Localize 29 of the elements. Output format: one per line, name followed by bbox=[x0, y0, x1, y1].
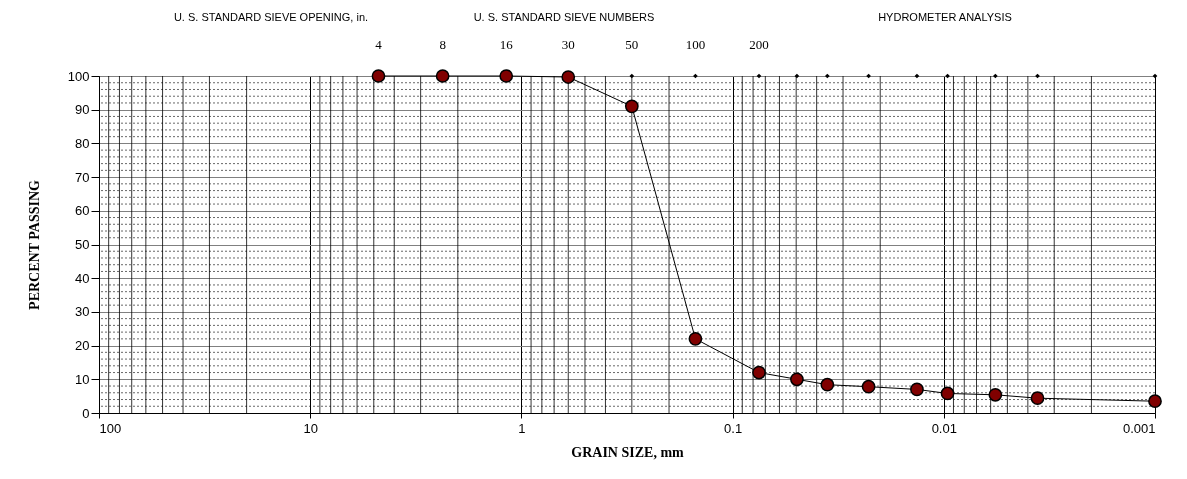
x-tick-label: 100 bbox=[99, 420, 122, 436]
y-tick-label: 10 bbox=[75, 371, 90, 387]
annotation: 100 bbox=[685, 37, 706, 52]
x-tick-label: 0.1 bbox=[724, 420, 743, 436]
y-tick-label: 20 bbox=[75, 338, 90, 354]
y-axis-title: PERCENT PASSING bbox=[26, 180, 42, 310]
y-tick-label: 80 bbox=[75, 135, 90, 151]
y-tick-label: 70 bbox=[75, 169, 90, 185]
x-tick-label: 0.001 bbox=[1122, 420, 1156, 436]
x-tick-label: 10 bbox=[303, 420, 318, 436]
annotation: 8 bbox=[439, 37, 446, 52]
y-tick-label: 60 bbox=[75, 203, 90, 219]
y-tick-label: 30 bbox=[75, 304, 90, 320]
annotation: 50 bbox=[625, 37, 639, 52]
annotation: 30 bbox=[561, 37, 575, 52]
y-tick-label: 90 bbox=[75, 102, 90, 118]
y-tick-label: 40 bbox=[75, 270, 90, 286]
text: HYDROMETER ANALYSIS bbox=[878, 11, 1012, 23]
annotation: 4 bbox=[375, 37, 383, 52]
x-tick-label: 0.01 bbox=[931, 420, 957, 436]
x-tick-label: 1 bbox=[518, 420, 526, 436]
annotation: 16 bbox=[499, 37, 514, 52]
y-tick-label: 100 bbox=[67, 68, 90, 84]
text: U. S. STANDARD SIEVE OPENING, in. bbox=[173, 11, 369, 23]
y-tick-label: 0 bbox=[82, 405, 90, 421]
text: U. S. STANDARD SIEVE NUMBERS bbox=[473, 11, 655, 23]
annotation: 200 bbox=[749, 37, 769, 52]
y-tick-label: 50 bbox=[75, 237, 90, 252]
x-axis-title: GRAIN SIZE, mm bbox=[571, 444, 685, 460]
